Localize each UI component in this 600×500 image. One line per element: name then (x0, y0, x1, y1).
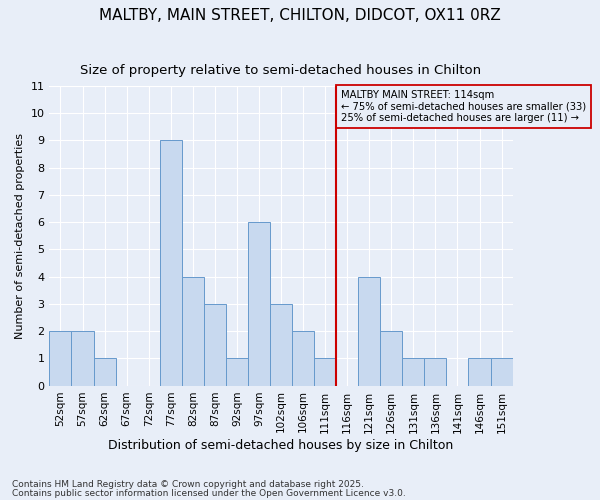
Bar (424, 358, 446, 386)
Bar (204, 304, 226, 386)
Bar (248, 222, 270, 386)
Title: Size of property relative to semi-detached houses in Chilton: Size of property relative to semi-detach… (80, 64, 482, 77)
Bar (491, 358, 512, 386)
Text: MALTBY, MAIN STREET, CHILTON, DIDCOT, OX11 0RZ: MALTBY, MAIN STREET, CHILTON, DIDCOT, OX… (99, 8, 501, 22)
Bar (270, 304, 292, 386)
Text: Contains public sector information licensed under the Open Government Licence v3: Contains public sector information licen… (12, 489, 406, 498)
Bar (71, 331, 94, 386)
Bar (403, 358, 424, 386)
Bar (182, 276, 204, 386)
Text: Contains HM Land Registry data © Crown copyright and database right 2025.: Contains HM Land Registry data © Crown c… (12, 480, 364, 489)
X-axis label: Distribution of semi-detached houses by size in Chilton: Distribution of semi-detached houses by … (109, 440, 454, 452)
Bar (314, 358, 336, 386)
Bar (292, 331, 314, 386)
Bar (358, 276, 380, 386)
Bar (469, 358, 491, 386)
Y-axis label: Number of semi-detached properties: Number of semi-detached properties (15, 132, 25, 338)
Text: MALTBY MAIN STREET: 114sqm
← 75% of semi-detached houses are smaller (33)
25% of: MALTBY MAIN STREET: 114sqm ← 75% of semi… (341, 90, 586, 123)
Bar (380, 331, 403, 386)
Bar (160, 140, 182, 386)
Bar (94, 358, 116, 386)
Bar (49, 331, 71, 386)
Bar (226, 358, 248, 386)
